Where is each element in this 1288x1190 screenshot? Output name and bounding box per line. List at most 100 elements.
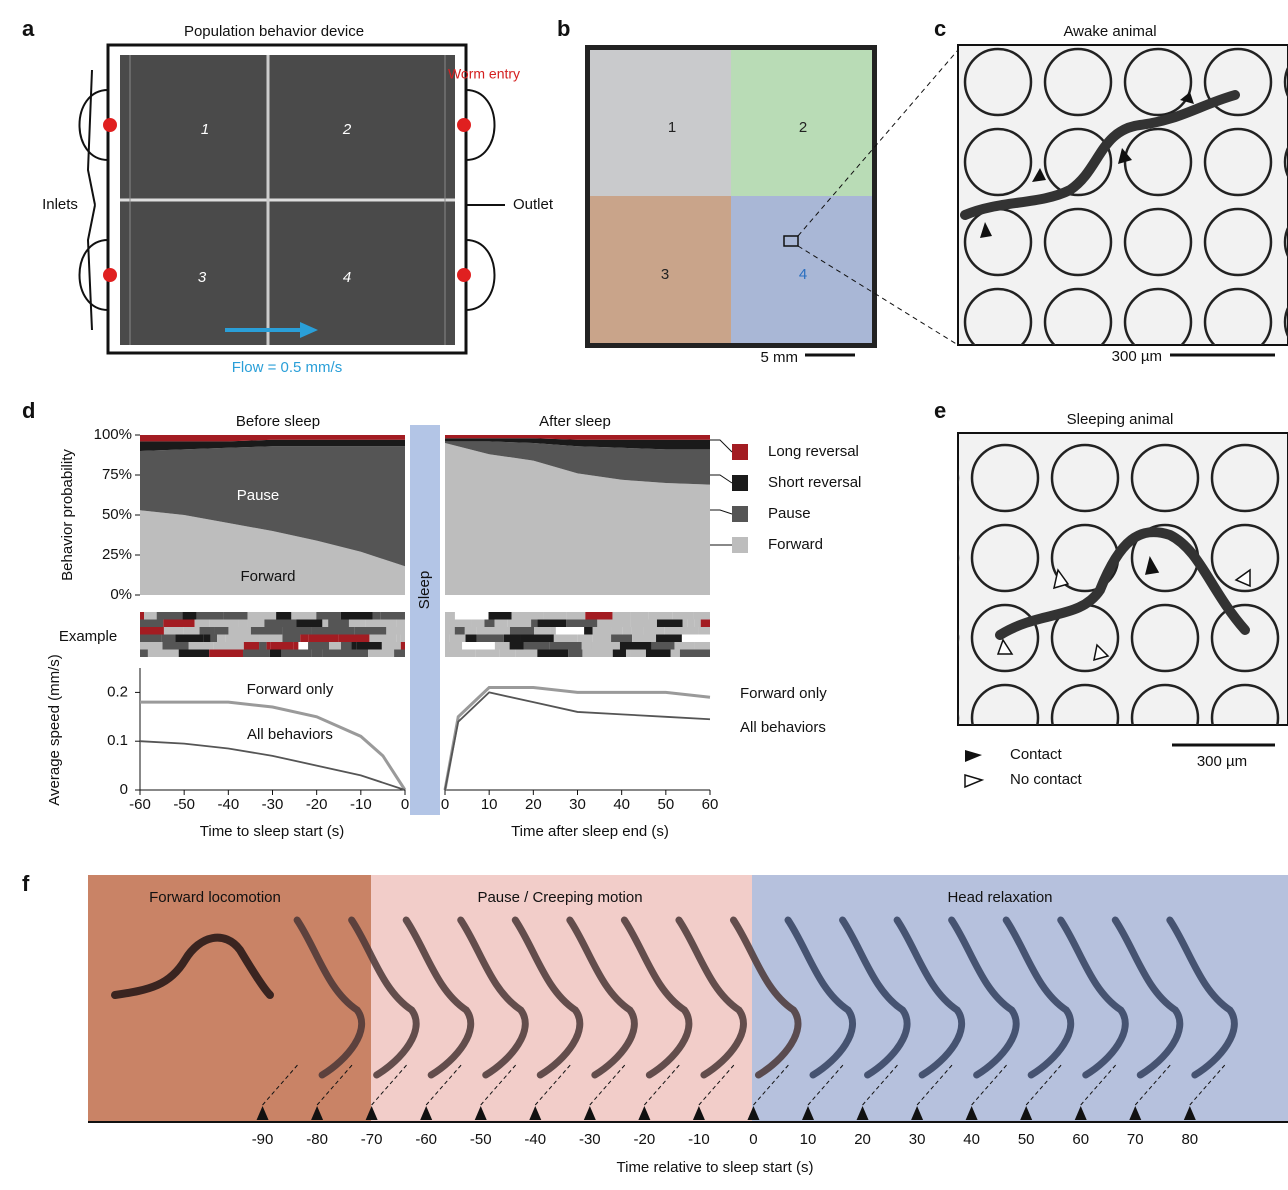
chamber-label: 1 xyxy=(668,119,676,136)
raster-cell xyxy=(401,642,405,650)
raster-cell xyxy=(354,627,386,635)
raster-cell xyxy=(368,650,394,658)
panel-letter: d xyxy=(22,398,35,423)
panel-letter: f xyxy=(22,871,30,896)
raster-cell xyxy=(341,612,373,620)
raster-cell xyxy=(445,620,472,628)
raster-cell xyxy=(176,635,204,643)
x-tick-label: 10 xyxy=(481,796,498,813)
raster-cell xyxy=(281,650,311,658)
raster-cell xyxy=(366,620,397,628)
raster-cell xyxy=(484,620,494,628)
x-tick-label: -20 xyxy=(306,796,328,813)
raster-cell xyxy=(556,627,584,635)
raster-cell xyxy=(630,620,657,628)
raster-cell xyxy=(323,650,354,658)
raster-cell xyxy=(465,627,476,635)
raster-cell xyxy=(549,642,582,650)
raster-cell xyxy=(211,635,217,643)
raster-cell xyxy=(162,635,176,643)
raster-cell xyxy=(680,650,710,658)
raster-cell xyxy=(585,612,612,620)
pillar xyxy=(1212,765,1278,831)
raster-cell xyxy=(445,612,455,620)
raster-cell xyxy=(694,620,701,628)
device xyxy=(80,45,506,353)
legend-leader xyxy=(710,510,732,514)
panel-letter: c xyxy=(934,16,946,41)
x-axis-label: Time after sleep end (s) xyxy=(511,823,669,840)
raster-cell xyxy=(210,620,239,628)
raster-cell xyxy=(148,650,179,658)
legend-leader xyxy=(710,475,732,483)
raster-cell xyxy=(354,650,369,658)
raster-cell xyxy=(612,627,622,635)
series-label: All behaviors xyxy=(247,726,333,743)
raster-cell xyxy=(701,620,710,628)
raster-cell xyxy=(195,620,210,628)
raster-cell xyxy=(622,627,631,635)
raster-cell xyxy=(298,642,308,650)
raster-cell xyxy=(183,627,199,635)
chamber-label: 3 xyxy=(198,269,207,286)
raster-cell xyxy=(462,642,495,650)
legend-swatch xyxy=(732,475,748,491)
raster-cell xyxy=(308,642,329,650)
raster-cell xyxy=(582,642,592,650)
x-tick-label: -30 xyxy=(579,1131,601,1148)
raster-cell xyxy=(646,650,671,658)
pillar xyxy=(885,209,951,275)
chamber-photo xyxy=(585,45,958,355)
raster-cell xyxy=(524,642,549,650)
raster-cell xyxy=(140,627,164,635)
y-tick-label: 0% xyxy=(110,586,132,603)
y-tick-label: 75% xyxy=(102,466,132,483)
raster-cell xyxy=(489,612,512,620)
raster-cell xyxy=(537,620,566,628)
chamber-label: 4 xyxy=(799,266,807,283)
raster-cell xyxy=(472,620,485,628)
y-tick-label: 100% xyxy=(94,426,132,443)
raster-cell xyxy=(476,627,510,635)
annotation: Worm entry xyxy=(448,66,520,82)
x-tick-label: -60 xyxy=(415,1131,437,1148)
raster-cell xyxy=(632,635,656,643)
raster-cell xyxy=(401,635,405,643)
raster-cell xyxy=(140,650,148,658)
x-tick-label: 0 xyxy=(441,796,449,813)
pillar xyxy=(892,445,958,511)
raster-cell xyxy=(341,642,351,650)
raster-cell xyxy=(297,620,323,628)
raster-cell xyxy=(651,642,674,650)
raster-cell xyxy=(648,612,672,620)
panel-title: After sleep xyxy=(539,413,611,430)
pillar xyxy=(885,49,951,115)
phase-label: Head relaxation xyxy=(947,889,1052,906)
raster-cell xyxy=(329,642,341,650)
speed-line xyxy=(140,741,405,790)
x-tick-label: -30 xyxy=(262,796,284,813)
raster-cell xyxy=(550,627,556,635)
raster-cell xyxy=(328,620,349,628)
raster-cell xyxy=(248,620,265,628)
region-label: Forward xyxy=(240,568,295,585)
pillar xyxy=(892,365,958,431)
raster-cell xyxy=(312,627,335,635)
raster-cell xyxy=(537,650,568,658)
raster-cell xyxy=(578,635,592,643)
raster-cell xyxy=(316,612,341,620)
x-tick-label: 70 xyxy=(1127,1131,1144,1148)
raster-cell xyxy=(357,642,382,650)
panel-letter: e xyxy=(934,398,946,423)
y-tick-label: 0.1 xyxy=(107,732,128,749)
raster-cell xyxy=(516,650,538,658)
panel-title: Before sleep xyxy=(236,413,320,430)
raster-cell xyxy=(554,635,578,643)
raster-cell xyxy=(396,635,400,643)
raster-cell xyxy=(213,642,243,650)
raster-cell xyxy=(613,650,626,658)
raster-cell xyxy=(626,650,630,658)
raster-cell xyxy=(656,635,682,643)
raster-cell xyxy=(239,620,248,628)
raster-cell xyxy=(335,627,354,635)
